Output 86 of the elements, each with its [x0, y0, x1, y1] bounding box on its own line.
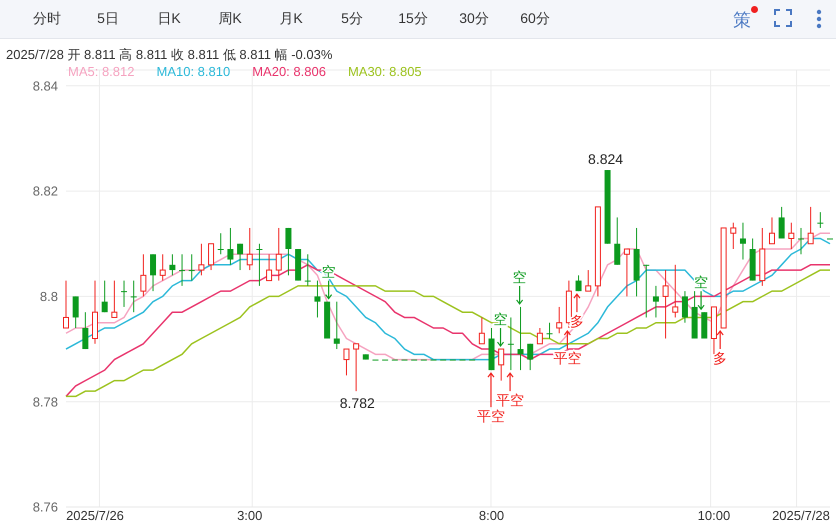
- candlestick: [188, 254, 195, 282]
- text: 30分: [458, 10, 490, 28]
- candlestick: [662, 270, 669, 340]
- candlestick: [778, 206, 785, 239]
- candlestick: [111, 280, 118, 318]
- text: 60分: [519, 10, 551, 28]
- candlestick: [266, 254, 272, 282]
- x-tick-label: 8:00: [478, 508, 504, 523]
- candlestick: [643, 264, 650, 318]
- candlestick: [130, 280, 137, 313]
- candlestick: [160, 254, 166, 282]
- text: 分时: [32, 10, 62, 28]
- candlestick: [508, 316, 514, 371]
- candlestick: [227, 227, 234, 266]
- candlestick: [768, 216, 775, 244]
- y-tick-label: 8.8: [40, 289, 58, 304]
- candlestick: [198, 243, 204, 276]
- text: 周K: [217, 10, 243, 28]
- candlestick: [740, 222, 746, 260]
- candlestick: [102, 280, 108, 313]
- candlestick: [72, 296, 79, 328]
- candlestick: [140, 254, 146, 297]
- candlestick: [246, 227, 253, 271]
- candlestick: [536, 327, 543, 344]
- candlestick: [256, 243, 262, 286]
- candlestick: [353, 343, 360, 392]
- candlestick: [121, 280, 128, 308]
- candlestick: [343, 348, 350, 376]
- candlestick: [169, 254, 176, 276]
- text: 5日: [96, 10, 120, 28]
- candlestick: [798, 227, 804, 255]
- annotation: 平空: [553, 350, 582, 366]
- candlestick: [314, 280, 320, 318]
- annotation: 8.824: [588, 151, 624, 168]
- candlestick: [498, 348, 504, 382]
- annotation: 8.782: [340, 395, 375, 412]
- y-tick-label: 8.82: [32, 184, 58, 199]
- candlestick: [150, 254, 156, 292]
- candlestick: [652, 285, 659, 318]
- candlestick: [478, 316, 485, 344]
- annotation: 平空: [496, 392, 524, 408]
- candlestick: [518, 306, 524, 371]
- candlestick: [218, 232, 224, 255]
- candlestick: [304, 254, 311, 286]
- annotation: 多: [713, 350, 728, 366]
- candlestick: [285, 227, 292, 276]
- candlestick: [576, 274, 582, 292]
- annotation: 多: [570, 313, 584, 330]
- text: MA20: 8.806: [252, 64, 326, 79]
- x-tick-label: 3:00: [237, 508, 262, 523]
- candlestick: [672, 264, 678, 318]
- candlestick: [179, 254, 186, 286]
- x-tick-label: 10:00: [698, 508, 730, 523]
- candlestick: [237, 243, 244, 271]
- candlestick: [82, 312, 88, 350]
- annotation: 平空: [476, 408, 505, 424]
- candlestick: [585, 270, 592, 292]
- chart-subtitle: 2025/7/28 开 8.811 高 8.811 收 8.811 低 8.811 幅 -0.03%: [6, 46, 332, 64]
- text: 5分: [340, 10, 364, 28]
- candlestick: [682, 290, 688, 324]
- candlestick: [788, 222, 794, 250]
- candlestick: [808, 206, 814, 244]
- candlestick: [334, 301, 340, 350]
- text: 策: [733, 9, 751, 32]
- text: MA10: 8.810: [156, 64, 230, 79]
- text: 月K: [278, 10, 304, 28]
- candlestick: [817, 212, 824, 228]
- candlestick: [276, 227, 282, 282]
- text: 日K: [156, 10, 182, 28]
- candlestick: [527, 343, 534, 371]
- y-tick-label: 8.84: [32, 78, 58, 94]
- annotation: 空: [512, 268, 527, 285]
- candlestick: [730, 222, 736, 250]
- candlestick: [208, 243, 214, 271]
- candlestick: [63, 280, 69, 328]
- text: 15分: [397, 10, 429, 28]
- candlestick: [546, 322, 553, 340]
- candlestick: [624, 248, 630, 297]
- candlestick: [556, 306, 562, 334]
- y-tick-label: 8.78: [32, 394, 58, 410]
- x-tick-label: 2025/7/28: [772, 508, 830, 523]
- x-tick-label: 2025/7/26: [66, 508, 124, 523]
- text: MA5: 8.812: [68, 64, 134, 79]
- text: MA30: 8.805: [348, 64, 422, 79]
- y-tick-label: 8.76: [32, 500, 58, 515]
- candlestick: [614, 216, 620, 266]
